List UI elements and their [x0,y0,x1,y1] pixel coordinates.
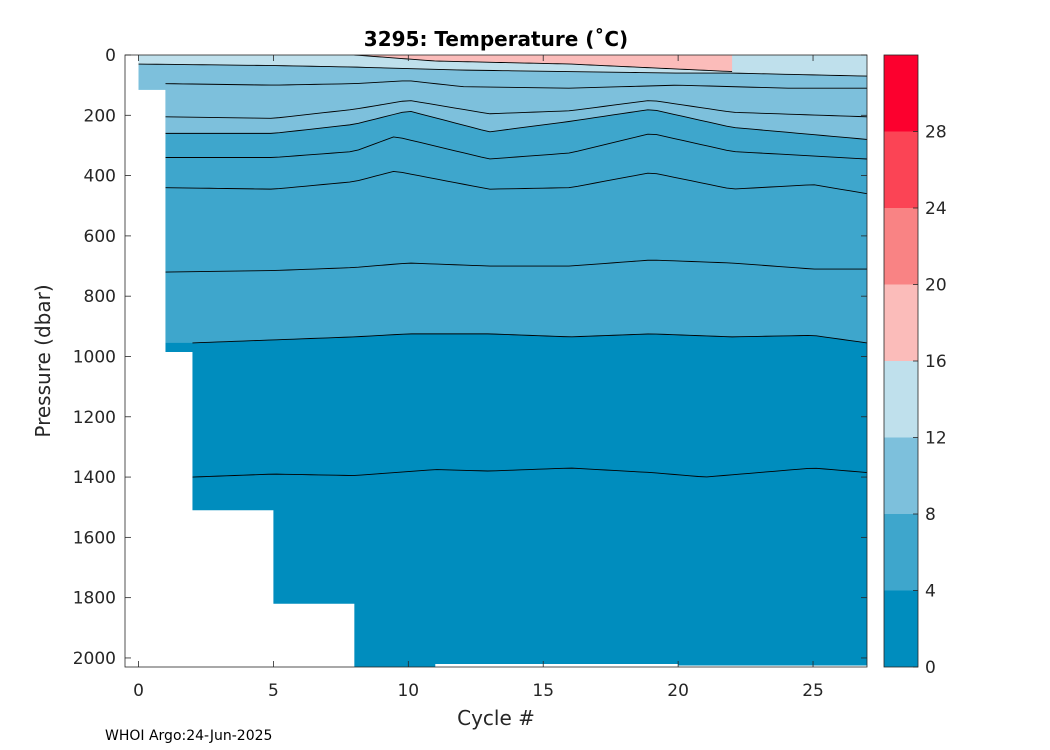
colorbar-swatch [884,208,918,285]
colorbar-swatch [884,284,918,361]
isotherm-9C [165,100,867,119]
isotherm-7C [165,133,867,160]
band-8-12 [138,55,867,140]
y-tick-label: 1600 [73,528,116,548]
y-tick-label: 800 [84,287,116,307]
isotherm-3C [192,467,867,478]
colorbar-swatch [884,361,918,438]
isotherm-10C [165,80,867,89]
colorbar-swatch [884,55,918,132]
x-tick-label: 0 [133,681,144,701]
x-tick-label: 20 [667,681,689,701]
y-axis-label: Pressure (dbar) [31,284,55,437]
isotherm-5C [165,259,867,273]
footer-credit: WHOI Argo:24-Jun-2025 [105,728,272,744]
colorbar-swatch [884,437,918,514]
y-tick-label: 0 [105,46,116,66]
isotherm-lines [138,55,867,478]
y-tick-label: 1200 [73,408,116,428]
y-tick-label: 200 [84,106,116,126]
y-tick-label: 2000 [73,649,116,669]
colorbar-tick-label: 28 [925,123,947,143]
x-tick-label: 15 [532,681,554,701]
y-axis: 0 200 400 600 800 1000 1200 1400 1600 1800 2000 [73,46,867,669]
y-tick-label: 400 [84,167,116,187]
y-tick-label: 1000 [73,347,116,367]
x-tick-label: 5 [268,681,279,701]
colorbar-tick-label: 12 [925,429,947,449]
colorbar-swatch [884,131,918,208]
y-tick-label: 1400 [73,468,116,488]
x-axis: 0 5 10 15 20 25 [133,55,824,701]
colorbar-swatch [884,514,918,591]
colorbar-tick-label: 4 [925,582,936,602]
colorbar-tick-label: 20 [925,276,947,296]
isotherm-16C [354,55,733,73]
isotherm-4C [192,333,867,344]
isotherm-8C [165,109,867,140]
isotherm-6C [165,170,867,195]
x-tick-label: 25 [802,681,824,701]
y-tick-label: 600 [84,227,116,247]
colorbar-swatch [884,590,918,667]
colorbar-tick-label: 8 [925,505,936,525]
chart-title: 3295: Temperature (˚C) [364,27,628,51]
y-tick-label: 1800 [73,589,116,609]
plot-area [124,54,868,668]
isotherm-12C [138,63,867,77]
x-tick-label: 10 [397,681,419,701]
plot-frame [124,54,868,668]
colorbar-tick-label: 16 [925,352,947,372]
x-axis-label: Cycle # [457,706,535,730]
colorbar-tick-label: 0 [925,658,936,678]
colorbar: 0 4 8 12 16 20 24 28 [883,54,947,678]
colorbar-tick-label: 24 [925,199,947,219]
